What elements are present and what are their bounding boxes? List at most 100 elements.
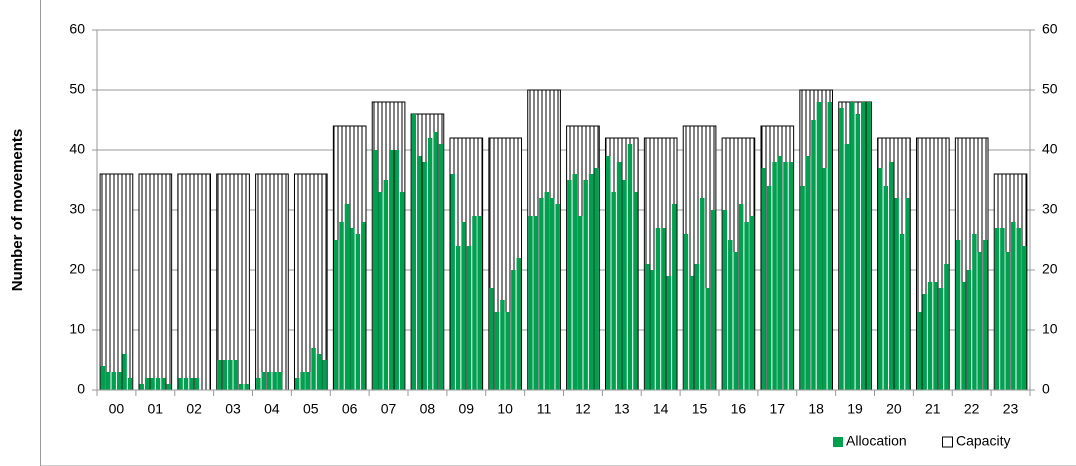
x-tick-label: 04 [264, 401, 280, 417]
allocation-bar [855, 114, 861, 390]
x-tick-label: 15 [692, 401, 708, 417]
allocation-bar [994, 228, 1000, 390]
allocation-bar [977, 252, 983, 390]
allocation-bar [127, 378, 133, 390]
allocation-bar [683, 234, 689, 390]
capacity-bar [138, 173, 173, 391]
x-tick-label: 20 [886, 401, 902, 417]
allocation-bar [505, 312, 511, 390]
allocation-bar [116, 372, 122, 390]
capacity-bar [877, 137, 911, 391]
x-tick-label: 01 [148, 401, 164, 417]
allocation-bar [905, 198, 910, 390]
allocation-bar [611, 192, 616, 390]
allocation-bar [489, 288, 494, 390]
allocation-bar [455, 246, 461, 390]
allocation-bar [194, 378, 200, 390]
allocation-bar [183, 378, 189, 390]
allocation-bar [772, 162, 777, 390]
y2-tick-label: 10 [1042, 321, 1058, 337]
allocation-bar [1005, 252, 1011, 390]
legend-label: Allocation [846, 433, 907, 449]
allocation-bar [344, 204, 350, 390]
capacity-bar [721, 137, 756, 391]
allocation-bar [122, 354, 127, 390]
allocation-bar [316, 354, 322, 390]
allocation-bar [844, 144, 850, 390]
x-tick-label: 07 [381, 401, 397, 417]
allocation-bar [1000, 228, 1005, 390]
x-tick-label: 06 [342, 401, 358, 417]
allocation-bar [155, 378, 161, 390]
allocation-bar [427, 138, 433, 390]
capacity-bar [799, 89, 834, 391]
y2-tick-label: 20 [1042, 261, 1058, 277]
allocation-bar [383, 180, 389, 390]
x-tick-label: 23 [1003, 401, 1019, 417]
allocation-bar [839, 108, 844, 390]
x-tick-label: 05 [303, 401, 319, 417]
capacity-bar [293, 173, 328, 391]
allocation-bar [577, 216, 583, 390]
y-tick-label: 20 [69, 261, 85, 277]
allocation-bar [766, 186, 772, 390]
allocation-bar [550, 198, 555, 390]
capacity-bar [255, 173, 289, 391]
allocation-bar [378, 192, 383, 390]
x-tick-label: 16 [731, 401, 747, 417]
capacity-bar [177, 173, 212, 391]
allocation-bar [689, 276, 694, 390]
allocation-bar [533, 216, 539, 390]
capacity-bar [566, 125, 600, 391]
allocation-bar [111, 372, 116, 390]
y-axis-title: Number of movements [9, 129, 26, 292]
allocation-bar [189, 378, 194, 390]
allocation-bar [261, 372, 266, 390]
allocation-bar [655, 228, 661, 390]
allocation-bar [433, 132, 438, 390]
allocation-bar [738, 204, 744, 390]
allocation-bar [700, 198, 705, 390]
allocation-bar [355, 234, 361, 390]
allocation-bar [239, 384, 244, 390]
capacity-bar [682, 125, 717, 391]
allocation-bar [805, 156, 811, 390]
x-tick-label: 18 [808, 401, 824, 417]
allocation-bar [733, 252, 738, 390]
allocation-bar [217, 360, 222, 390]
allocation-bar [705, 288, 710, 390]
x-tick-label: 14 [653, 401, 669, 417]
allocation-bar [899, 234, 905, 390]
legend-swatch [833, 437, 843, 447]
allocation-bar [644, 264, 650, 390]
allocation-bar [710, 210, 716, 390]
capacity-bar [643, 137, 678, 391]
allocation-bar [583, 180, 588, 390]
allocation-bar [494, 312, 500, 390]
allocation-bar [783, 162, 788, 390]
allocation-bar [144, 378, 150, 390]
allocation-bar [477, 216, 483, 390]
capacity-bar [954, 137, 989, 391]
capacity-bar [488, 137, 523, 391]
allocation-bar [256, 378, 261, 390]
allocation-bar [588, 174, 594, 390]
allocation-bar [178, 378, 183, 390]
allocation-bar [777, 156, 783, 390]
x-tick-label: 03 [225, 401, 241, 417]
allocation-bar [572, 174, 577, 390]
allocation-bar [850, 102, 855, 390]
allocation-bar [266, 372, 272, 390]
allocation-bar [350, 228, 355, 390]
allocation-bar [411, 114, 417, 390]
allocation-bar [827, 102, 833, 390]
allocation-bar [311, 348, 316, 390]
allocation-bar [878, 168, 883, 390]
x-tick-label: 12 [575, 401, 591, 417]
allocation-bar [244, 384, 249, 390]
allocation-bar [300, 372, 305, 390]
allocation-bar [822, 168, 827, 390]
allocation-bar [633, 192, 638, 390]
y-tick-label: 50 [69, 81, 85, 97]
x-tick-label: 11 [537, 401, 552, 417]
